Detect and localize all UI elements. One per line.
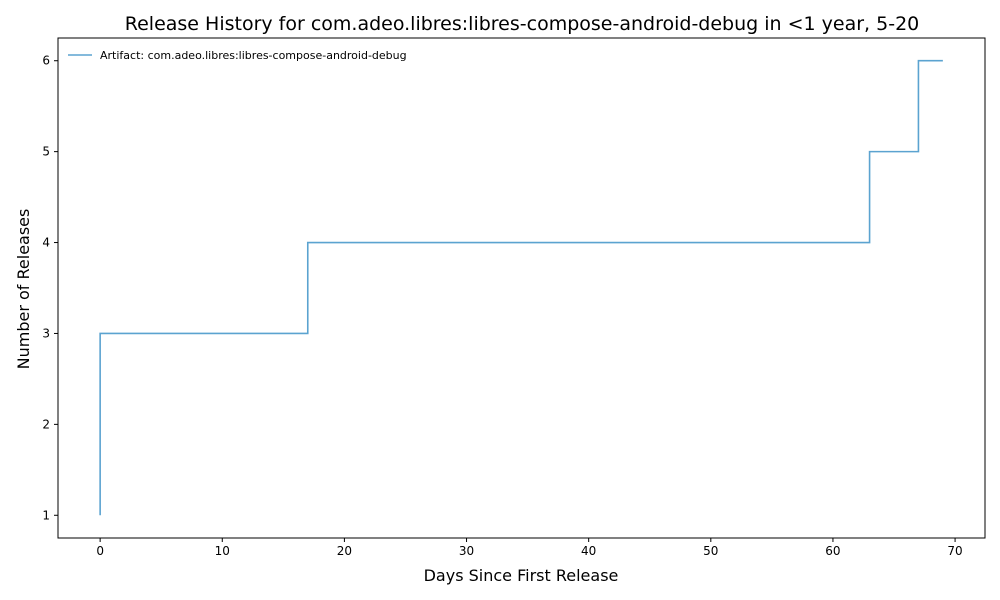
y-tick-label-6: 6 bbox=[42, 54, 50, 68]
plot-area: 0 10 20 30 40 50 60 70 1 2 3 4 5 6 Artifact: com.adeo.… bbox=[42, 37, 986, 558]
x-tick-label-30: 30 bbox=[459, 544, 474, 558]
y-tick-label-1: 1 bbox=[42, 508, 50, 522]
y-tick-label-5: 5 bbox=[42, 145, 50, 159]
x-axis-label: Days Since First Release bbox=[424, 566, 619, 585]
x-tick-label-20: 20 bbox=[337, 544, 352, 558]
x-tick-label-50: 50 bbox=[703, 544, 718, 558]
legend-label-0: Artifact: com.adeo.libres:libres-compose… bbox=[100, 49, 407, 62]
plot-frame bbox=[57, 37, 986, 539]
x-tick-label-70: 70 bbox=[947, 544, 962, 558]
x-tick-label-10: 10 bbox=[215, 544, 230, 558]
x-tick-label-0: 0 bbox=[96, 544, 104, 558]
y-tick-label-2: 2 bbox=[42, 417, 50, 431]
series-line-0 bbox=[99, 59, 943, 516]
y-tick-label-4: 4 bbox=[42, 236, 50, 250]
x-tick-label-60: 60 bbox=[825, 544, 840, 558]
y-axis-label: Number of Releases bbox=[14, 209, 33, 370]
x-tick-label-40: 40 bbox=[581, 544, 596, 558]
chart-title: Release History for com.adeo.libres:libr… bbox=[125, 13, 920, 35]
y-tick-label-3: 3 bbox=[42, 326, 50, 340]
